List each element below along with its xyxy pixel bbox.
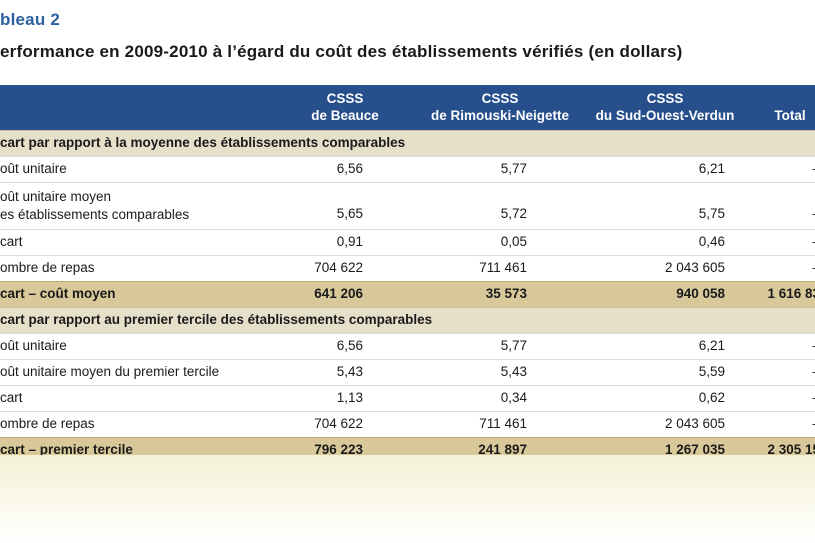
table-row: cart 1,13 0,34 0,62 – [0,385,815,411]
header-total: Total [774,108,806,123]
table-row: oût unitaire moyen du premier tercile 5,… [0,359,815,385]
header-rimouski: CSSS de Rimouski-Neigette [430,91,570,123]
row-label: oût unitaire moyen es établissements com… [0,189,190,222]
table-caption: bleau 2 [0,10,60,29]
total-row: cart – coût moyen 641 206 35 573 940 058… [0,281,815,307]
table-row: ombre de repas 704 622 711 461 2 043 605… [0,255,815,281]
table-row: ombre de repas 704 622 711 461 2 043 605… [0,411,815,437]
header-sud-ouest-verdun: CSSS du Sud-Ouest-Verdun [595,91,735,123]
table-row: oût unitaire 6,56 5,77 6,21 – [0,156,815,182]
table-row: oût unitaire 6,56 5,77 6,21 – [0,333,815,359]
page-background-fade [0,455,815,543]
table-title: erformance en 2009-2010 à l’égard du coû… [0,42,683,61]
table-header: CSSS de Beauce CSSS de Rimouski-Neigette… [0,85,815,130]
section-heading: cart par rapport au premier tercile des … [0,307,815,333]
section-heading: cart par rapport à la moyenne des établi… [0,130,815,156]
cost-performance-table: CSSS de Beauce CSSS de Rimouski-Neigette… [0,85,815,463]
table-row: oût unitaire moyen es établissements com… [0,182,815,229]
table-row: cart 0,91 0,05 0,46 – [0,229,815,255]
header-beauce: CSSS de Beauce [311,91,379,123]
